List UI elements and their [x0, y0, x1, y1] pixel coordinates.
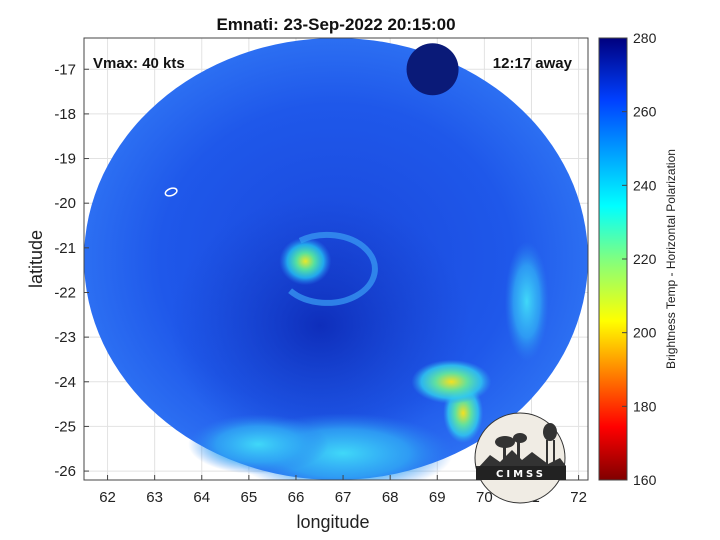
plot-frame [83, 37, 589, 481]
y-tick-label: -17 [54, 61, 76, 78]
swath-feature [279, 237, 332, 286]
colorbar-tick-label: 200 [633, 325, 657, 341]
y-tick-label: -19 [54, 151, 76, 168]
swath-feature [411, 359, 492, 404]
outer-band-left [188, 414, 329, 475]
colorbar-tick-label: 260 [633, 104, 657, 120]
x-tick-label: 70 [476, 489, 493, 506]
colorbar-ticks: 160 180 200 220 240 260 280 [622, 30, 657, 488]
y-tick-label: -26 [54, 463, 76, 480]
cold-cloud-region [170, 195, 471, 456]
time-away-annotation: 12:17 away [493, 55, 573, 72]
vmax-annotation: Vmax: 40 kts [93, 55, 185, 72]
swath-feature [504, 241, 549, 362]
y-tick-label: -24 [54, 374, 76, 391]
colorbar-tick-label: 240 [633, 177, 657, 193]
colorbar-tick-label: 160 [633, 472, 657, 488]
colorbar-label: Brightness Temp - Horizontal Polarizatio… [664, 149, 678, 369]
cimss-logo-icon: CIMSS [474, 412, 566, 504]
swath-features [164, 43, 549, 480]
x-tick-label: 72 [570, 489, 587, 506]
x-tick-label: 69 [429, 489, 446, 506]
y-axis-label: latitude [26, 230, 46, 288]
y-tick-label: -25 [54, 418, 76, 435]
x-tick-label: 65 [241, 489, 258, 506]
logo-text: CIMSS [496, 469, 546, 480]
x-axis-label: longitude [296, 512, 369, 532]
x-tick-label: 66 [288, 489, 305, 506]
y-tick-label: -20 [54, 195, 76, 212]
position-marker [164, 187, 178, 197]
x-tick-label: 64 [193, 489, 210, 506]
spiral-band [288, 231, 378, 306]
x-tick-label: 67 [335, 489, 352, 506]
colorbar-tick-label: 280 [633, 30, 657, 46]
x-tick-label: 68 [382, 489, 399, 506]
x-tick-label: 63 [146, 489, 163, 506]
y-axis-ticks: -17 -18 -19 -20 -21 -22 -23 -24 -25 -26 [54, 61, 89, 480]
swath-feature [406, 43, 459, 96]
y-tick-label: -22 [54, 284, 76, 301]
colorbar-tick-label: 220 [633, 251, 657, 267]
y-tick-label: -18 [54, 106, 76, 123]
y-tick-label: -23 [54, 329, 76, 346]
y-tick-label: -21 [54, 240, 76, 257]
swath-image [84, 38, 588, 480]
colorbar-tick-label: 180 [633, 398, 657, 414]
chart-title: Emnati: 23-Sep-2022 20:15:00 [216, 15, 455, 34]
x-tick-label: 62 [99, 489, 116, 506]
